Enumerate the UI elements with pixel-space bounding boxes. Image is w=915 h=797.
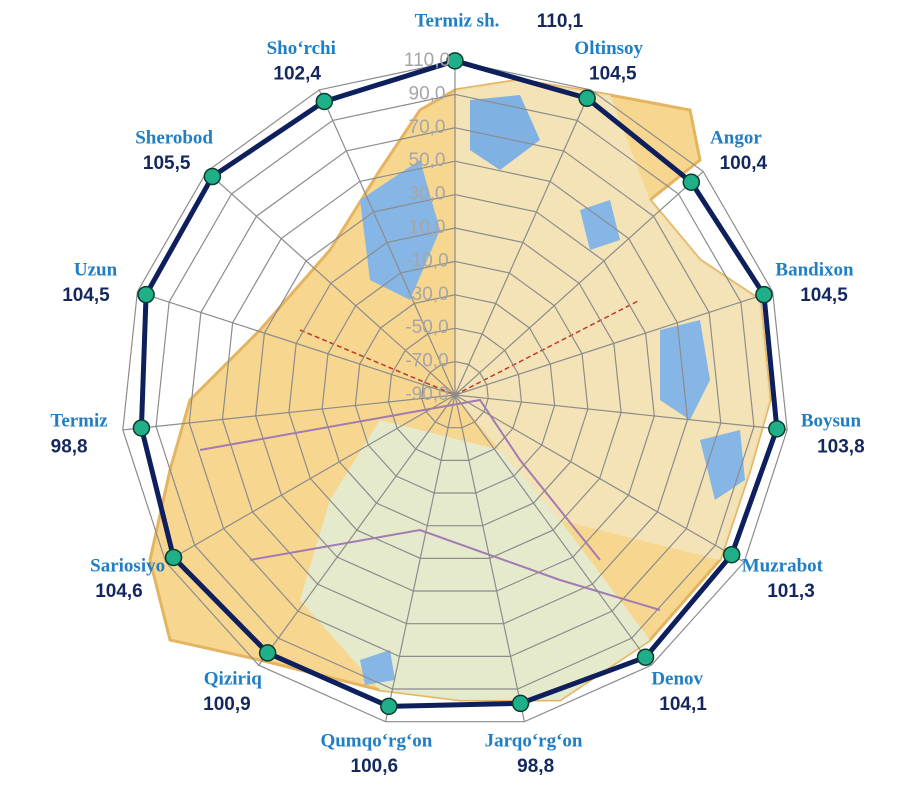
spoke [258, 394, 456, 666]
value-label: 100,9 [203, 694, 251, 715]
marker [446, 52, 464, 70]
r-tick-label: 90,0 [409, 83, 446, 104]
value-label: 105,5 [143, 153, 191, 174]
r-tick-label: 30,0 [409, 184, 446, 205]
category-label: Termiz [50, 411, 108, 432]
grid-ring [155, 93, 755, 690]
value-label: 103,8 [817, 436, 865, 457]
category-label: Boysun [801, 411, 862, 432]
spoke [454, 291, 773, 396]
value-label: 104,6 [95, 581, 143, 602]
r-tick-label: 10,0 [409, 217, 446, 238]
grid-ring [122, 60, 788, 723]
marker [511, 694, 530, 713]
marker [203, 167, 222, 186]
value-label: 104,1 [659, 694, 707, 715]
grid-ring [221, 160, 689, 625]
value-label: 110,1 [537, 11, 584, 32]
spoke [318, 89, 456, 396]
grid-ring [288, 227, 622, 559]
r-tick-label: -10,0 [405, 250, 448, 271]
marker [380, 697, 398, 716]
value-label: 98,8 [517, 756, 554, 777]
value-label: 101,3 [767, 581, 815, 602]
r-tick-label: 110,0 [404, 50, 450, 71]
series-line [138, 58, 780, 709]
spoke [454, 171, 704, 396]
category-label: Sariosiyo [90, 555, 165, 576]
marker [636, 648, 655, 666]
grid-ring [255, 193, 655, 592]
grid [122, 60, 788, 723]
value-label: 104,5 [800, 285, 848, 306]
r-tick-label: 70,0 [409, 117, 446, 138]
marker [164, 548, 183, 567]
spoke [454, 394, 526, 722]
category-label: Sho‘rchi [267, 38, 336, 59]
spoke [206, 171, 456, 396]
value-label: 98,8 [51, 436, 88, 457]
spoke [454, 394, 745, 563]
grid-ring [321, 260, 589, 527]
category-label: Uzun [74, 259, 118, 280]
marker [755, 285, 773, 304]
category-label: Jarqo‘rg‘on [485, 730, 583, 751]
category-label: Bandixon [775, 259, 854, 280]
grid-ring [354, 294, 556, 494]
value-label: 102,4 [273, 64, 321, 85]
labels: -90,0 -70,0 -50,0 -30,0 -10,0 10,0 30,0 50,0 70,… [50, 10, 864, 777]
r-tick-label: 50,0 [409, 150, 446, 171]
r-tick-label: -70,0 [405, 351, 448, 372]
marker [315, 92, 334, 111]
category-label: Termiz sh. [415, 10, 500, 31]
marker [768, 420, 786, 438]
r-tick-label: -50,0 [405, 317, 448, 338]
marker [258, 644, 277, 662]
spoke [454, 89, 592, 396]
r-tick-label: -30,0 [405, 284, 448, 305]
value-label: 104,5 [589, 64, 637, 85]
category-label: Sherobod [135, 127, 213, 148]
spoke [454, 394, 652, 666]
spoke [454, 394, 788, 431]
grid-ring [387, 327, 523, 461]
marker [682, 173, 701, 191]
category-label: Oltinsoy [574, 38, 643, 59]
marker [722, 545, 741, 564]
marker [137, 285, 155, 304]
grid-ring [188, 127, 722, 657]
category-label: Qumqo‘rg‘on [320, 730, 432, 751]
r-tick-label: -90,0 [405, 384, 448, 405]
grid-ring [421, 360, 489, 429]
category-label: Qiziriq [204, 668, 262, 689]
marker [578, 89, 596, 108]
spoke [165, 394, 456, 563]
value-label: 104,5 [62, 285, 110, 306]
category-label: Angor [710, 127, 762, 148]
value-label: 100,4 [720, 153, 768, 174]
marker [132, 419, 151, 437]
category-label: Denov [651, 668, 703, 689]
value-label: 100,6 [351, 756, 399, 777]
spoke [122, 394, 456, 431]
category-label: Muzrabot [742, 555, 824, 576]
marks [132, 52, 786, 716]
spoke [137, 291, 456, 396]
spoke [384, 394, 456, 722]
